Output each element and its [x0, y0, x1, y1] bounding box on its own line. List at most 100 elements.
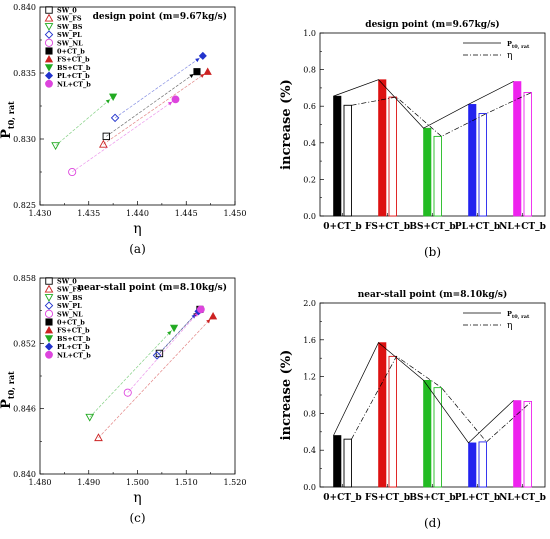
legend-marker-nl-ct-b [45, 350, 53, 359]
legend-label-pl-ct-b: PL+CT_b [57, 343, 90, 351]
bar-pl-ct-b-pressure [468, 442, 477, 488]
bar-fs-ct-b-efficiency [388, 355, 397, 488]
legend-marker-sw-fs [44, 13, 54, 22]
x-category-label: NL+CT_b [499, 222, 546, 232]
point-sw-fs [94, 433, 103, 442]
trend-arrow-nl-ct-b [71, 99, 176, 173]
x-category-label: FS+CT_b [365, 222, 410, 232]
bar-fs-ct-b-efficiency [388, 96, 397, 217]
bar-nl-ct-b-efficiency [523, 92, 532, 217]
legend-label-pressure: Pt0, rat [507, 310, 530, 320]
bar-pl-ct-b-pressure [468, 104, 477, 217]
arrow-head-nl-ct-b [167, 101, 173, 106]
legend-label-pressure-main: P [507, 40, 512, 48]
y-axis-label: increase (%) [279, 350, 294, 441]
bar-fs-ct-b-pressure [378, 79, 387, 217]
x-category-label: PL+CT_b [455, 493, 500, 503]
bar-nl-ct-b-pressure [513, 400, 522, 488]
x-category-label: 0+CT_b [323, 222, 361, 232]
y-tick-label: 1.2 [303, 373, 316, 382]
x-tick-label: 1.430 [29, 209, 52, 218]
x-category-label: BS+CT_b [409, 493, 455, 503]
legend-marker-bs-ct-b [44, 335, 54, 343]
y-tick-label: 1.6 [303, 336, 316, 345]
bar-0-ct-b-efficiency [343, 438, 352, 488]
y-tick-label: 0.846 [13, 405, 36, 414]
legend-marker-sw-0 [45, 6, 53, 14]
point-nl-ct-b [171, 95, 180, 104]
legend-label-sw-fs: SW_FS [57, 286, 82, 294]
y-axis-label: Pt0, rat [0, 101, 16, 139]
bar-0-ct-b-pressure [333, 435, 342, 488]
x-tick-label: 1.520 [224, 478, 247, 487]
x-tick-label: 1.480 [29, 478, 52, 487]
point-bs-ct-b [109, 93, 118, 101]
y-tick-label: 0.835 [13, 69, 36, 78]
y-tick-label: 0.0 [303, 212, 316, 221]
point-sw-bs [85, 413, 95, 422]
bar-nl-ct-b-pressure [513, 81, 522, 217]
legend-marker-sw-nl [44, 309, 54, 318]
legend-label-fs-ct-b: FS+CT_b [57, 56, 90, 64]
chart-title: near-stall point (m=8.10kg/s) [358, 289, 508, 300]
legend-label-sw-0: SW_0 [57, 7, 77, 15]
panel-caption: (d) [424, 516, 441, 530]
legend-marker-sw-0 [45, 277, 53, 285]
bar-pl-ct-b-efficiency [478, 441, 487, 488]
series-line-efficiency [351, 355, 532, 443]
legend-label-fs-ct-b: FS+CT_b [57, 327, 90, 335]
bar-bs-ct-b-efficiency [433, 135, 442, 217]
bar-bs-ct-b-efficiency [433, 387, 442, 488]
y-tick-label: 0.4 [303, 446, 316, 455]
x-tick-label: 1.490 [77, 478, 100, 487]
legend-label-nl-ct-b: NL+CT_b [57, 351, 91, 359]
point-sw-nl [123, 388, 132, 397]
point-sw-bs [51, 142, 60, 151]
point-fs-ct-b [208, 312, 218, 320]
trend-arrow-0-ct-b [106, 71, 198, 137]
x-category-label: PL+CT_b [455, 222, 500, 232]
legend-label-pressure-main: P [507, 310, 512, 318]
point-0-ct-b [193, 68, 201, 76]
point-pl-ct-b [198, 51, 207, 60]
point-sw-pl [110, 113, 120, 123]
legend-label-sw-nl: SW_NL [57, 310, 83, 318]
point-fs-ct-b [203, 67, 212, 75]
legend-marker-sw-pl [44, 301, 54, 310]
trend-arrow-fs-ct-b [98, 315, 214, 438]
x-tick-label: 1.445 [175, 209, 198, 218]
legend-label-sw-fs: SW_FS [57, 15, 82, 23]
series-line-pressure [333, 342, 514, 444]
chart-title: near-stall point (m=8.10kg/s) [77, 282, 227, 293]
series-line-efficiency [351, 92, 532, 137]
panel-caption: (a) [129, 242, 146, 256]
point-sw-nl [68, 167, 77, 177]
y-tick-label: 0.8 [303, 409, 316, 418]
y-tick-label: 0.4 [303, 139, 316, 148]
legend-label-pressure: Pt0, rat [507, 40, 530, 50]
y-tick-label: 0.840 [13, 470, 36, 479]
panel-caption: (b) [424, 245, 441, 259]
bar-bs-ct-b-pressure [423, 127, 432, 217]
y-axis-label: increase (%) [279, 79, 294, 170]
y-tick-label: 0.825 [13, 201, 36, 210]
legend-marker-sw-nl [44, 38, 54, 47]
x-category-label: FS+CT_b [365, 493, 410, 503]
legend-marker-sw-bs [44, 23, 54, 31]
legend-marker-pl-ct-b [44, 71, 54, 80]
legend-label-bs-ct-b: BS+CT_b [57, 335, 91, 343]
legend-marker-0-ct-b [45, 318, 53, 326]
bar-bs-ct-b-pressure [423, 379, 432, 488]
trend-arrow-pl-ct-b [114, 55, 204, 119]
x-axis-label: η [133, 490, 141, 506]
legend-marker-sw-pl [44, 30, 54, 39]
arrow-head-pl-ct-b [191, 314, 196, 319]
y-tick-label: 0.840 [13, 3, 36, 12]
y-axis-label-main: P [0, 399, 14, 409]
y-tick-label: 1.0 [303, 29, 316, 38]
trend-arrow-fs-ct-b [103, 71, 208, 145]
y-tick-label: 0.2 [303, 175, 316, 184]
legend-label-sw-bs: SW_BS [57, 294, 83, 302]
bar-0-ct-b-efficiency [343, 104, 352, 217]
